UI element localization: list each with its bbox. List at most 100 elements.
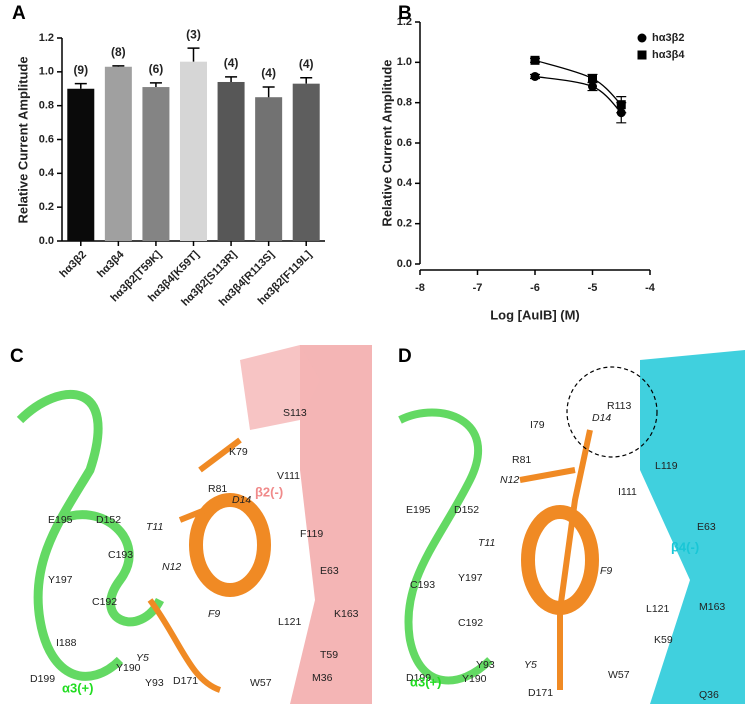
y-tick-label: 0.8 — [39, 100, 54, 112]
panel-letter: D — [398, 346, 412, 367]
residue-label: K79 — [229, 446, 248, 458]
error-bar — [187, 47, 200, 62]
bar — [255, 97, 283, 241]
residue-label: N12 — [162, 561, 181, 573]
residue-label: Q36 — [699, 689, 719, 701]
residue-label: S113 — [283, 407, 307, 419]
residue-label: D152 — [96, 514, 121, 526]
residue-label: Y197 — [458, 572, 483, 584]
annotation: (6) — [149, 62, 164, 76]
beta-strand — [240, 345, 320, 430]
y-tick-label: 1.2 — [39, 32, 54, 44]
y-tick-label: 1.2 — [397, 16, 412, 28]
residue-label: Y190 — [116, 662, 141, 674]
residue-label: F119 — [300, 528, 323, 540]
annotation: (8) — [111, 45, 126, 59]
residue-label: D199 — [406, 672, 431, 684]
x-tick-label: -6 — [530, 282, 540, 294]
residue-label: W57 — [608, 669, 630, 681]
x-tick-label: hα3β2 — [58, 249, 89, 280]
residue-label: D14 — [232, 494, 251, 506]
residue-label: K59 — [654, 634, 673, 646]
residue-label: L121 — [646, 603, 670, 615]
error-bar — [225, 76, 238, 82]
residue-label: T11 — [478, 537, 495, 549]
residue-label: β2(-) — [255, 484, 283, 499]
legend-label: hα3β4 — [652, 49, 685, 61]
bar — [180, 61, 207, 241]
point — [588, 82, 597, 92]
y-axis-label: Relative Current Amplitude — [379, 59, 394, 226]
annotation: (4) — [299, 57, 314, 71]
residue-label: C193 — [410, 579, 435, 591]
residue-label: F9 — [600, 565, 612, 577]
residue-label: R81 — [208, 483, 227, 495]
y-tick-label: 0.4 — [39, 167, 55, 179]
peptide — [519, 429, 593, 690]
error-bar — [149, 82, 162, 88]
residue-label: F9 — [208, 608, 220, 620]
residue-label: T59 — [320, 649, 338, 661]
residue-label: Y190 — [462, 673, 487, 685]
residue-label: E195 — [48, 514, 73, 526]
alpha-chain — [398, 408, 493, 685]
error-bar — [74, 82, 87, 89]
residue-label: W57 — [250, 677, 272, 689]
y-tick-label: 0.0 — [397, 258, 412, 270]
structure-d — [398, 350, 745, 704]
residue-label: M36 — [312, 672, 333, 684]
y-tick-label: 0.6 — [397, 137, 412, 149]
panel-letter: C — [10, 346, 24, 367]
residue-label: D171 — [173, 675, 198, 687]
y-tick-label: 0.6 — [39, 133, 54, 145]
fit-curve — [534, 75, 622, 114]
structure-c — [0, 345, 372, 704]
y-tick-label: 0.0 — [39, 235, 54, 247]
residue-label: L119 — [655, 460, 678, 472]
beta-sheet — [290, 345, 372, 704]
annotation: (3) — [186, 27, 201, 41]
residue-label: C192 — [92, 596, 117, 608]
error-bar — [262, 86, 275, 98]
residue-label: E195 — [406, 504, 431, 516]
annotation: (4) — [261, 66, 276, 80]
residue-label: Y93 — [476, 659, 495, 671]
error-bar — [112, 65, 125, 67]
residue-label: C192 — [458, 617, 483, 629]
x-tick-label: -7 — [473, 282, 483, 294]
residue-label: R113 — [607, 400, 631, 412]
residue-label: α3(+) — [410, 674, 441, 689]
residue-label: C193 — [108, 549, 133, 561]
residue-label: Y93 — [145, 677, 164, 689]
residue-label: E63 — [697, 521, 716, 533]
residue-label: β4(-) — [671, 539, 699, 554]
error-bar — [300, 77, 313, 84]
bar — [217, 81, 245, 241]
point — [530, 55, 540, 65]
residue-label: I79 — [530, 419, 545, 431]
residue-label: R81 — [512, 454, 531, 466]
point — [530, 71, 540, 81]
point — [588, 73, 597, 83]
annotation: (9) — [73, 63, 88, 77]
y-tick-label: 1.0 — [39, 66, 54, 78]
x-axis-label: Log [AuIB] (M) — [490, 307, 580, 322]
bar — [142, 87, 170, 241]
alpha-chain — [16, 389, 165, 681]
annotation: (4) — [224, 56, 239, 70]
residue-label: D171 — [528, 687, 553, 699]
legend-marker — [637, 33, 647, 43]
residue-label: Y5 — [136, 652, 149, 664]
y-tick-label: 0.2 — [39, 201, 54, 213]
x-tick-label: -5 — [588, 282, 598, 294]
residue-label: K163 — [334, 608, 359, 620]
y-tick-label: 0.8 — [397, 97, 412, 109]
residue-label: I111 — [618, 486, 637, 498]
residue-label: Y197 — [48, 574, 73, 586]
residue-label: L121 — [278, 616, 302, 628]
residue-label: V111 — [277, 470, 300, 482]
panel-letter: B — [398, 3, 412, 24]
residue-label: T11 — [146, 521, 163, 533]
bar — [104, 66, 132, 241]
